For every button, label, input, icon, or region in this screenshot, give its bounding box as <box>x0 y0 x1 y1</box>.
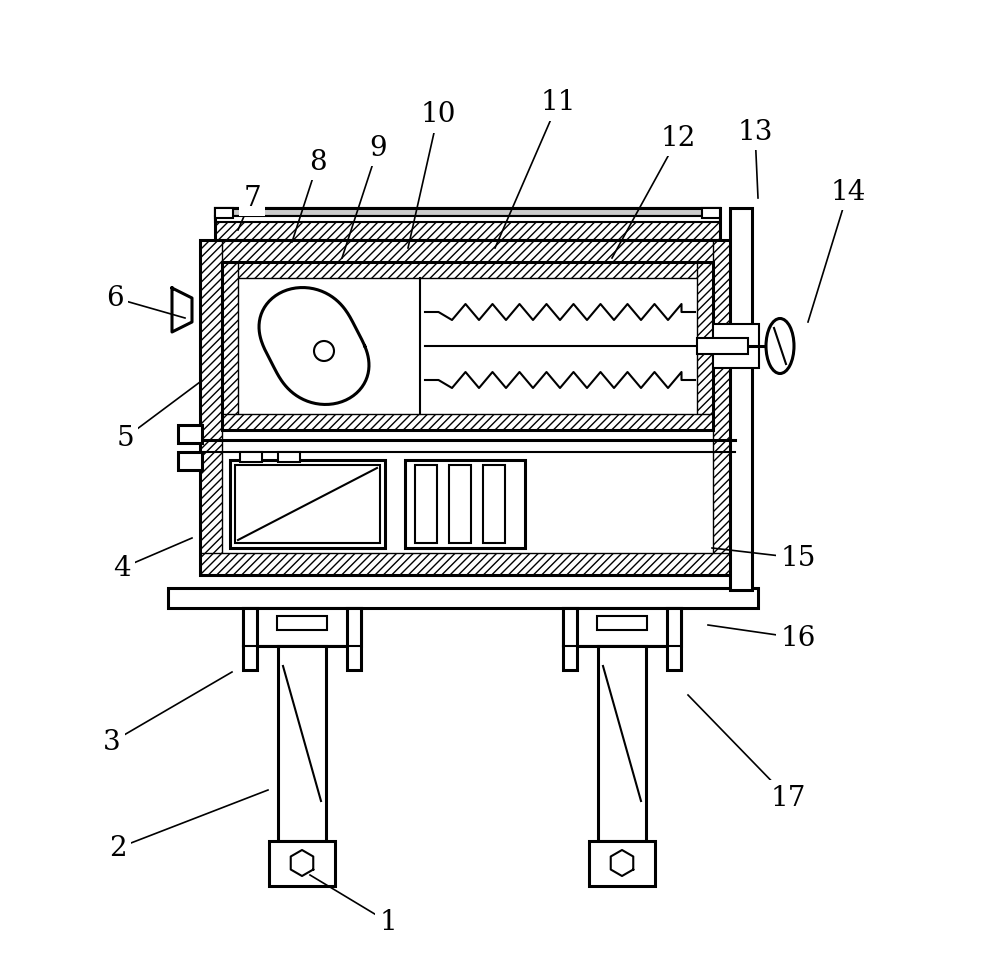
Polygon shape <box>172 288 192 332</box>
Bar <box>222 262 713 430</box>
Polygon shape <box>259 287 369 405</box>
Bar <box>215 208 720 216</box>
Bar <box>215 222 720 240</box>
Bar <box>222 262 713 278</box>
Bar <box>277 616 327 630</box>
Bar <box>405 460 525 548</box>
Bar <box>667 608 681 670</box>
Bar <box>168 588 758 608</box>
Bar <box>713 324 759 368</box>
Bar <box>215 216 720 222</box>
Text: 11: 11 <box>540 89 576 116</box>
Bar <box>240 452 262 462</box>
Bar <box>235 465 380 543</box>
Text: 3: 3 <box>103 728 121 755</box>
Bar <box>597 616 647 630</box>
Text: 2: 2 <box>109 834 127 861</box>
Text: 5: 5 <box>116 425 134 452</box>
Bar <box>200 240 222 575</box>
Text: 14: 14 <box>830 179 866 206</box>
Text: 17: 17 <box>770 784 806 811</box>
Text: 9: 9 <box>369 135 387 161</box>
Bar <box>415 465 437 543</box>
Bar <box>222 414 713 430</box>
Bar <box>347 608 361 670</box>
Bar <box>697 338 748 354</box>
Bar <box>200 240 735 262</box>
Bar <box>702 208 720 218</box>
Bar <box>200 553 735 575</box>
Bar <box>563 608 681 646</box>
Bar <box>278 452 300 462</box>
Text: 8: 8 <box>309 149 327 176</box>
Bar <box>178 452 202 470</box>
Text: 7: 7 <box>243 185 261 211</box>
Text: 1: 1 <box>379 908 397 935</box>
Bar <box>278 646 326 841</box>
Bar <box>243 608 361 646</box>
Bar <box>200 240 735 575</box>
Bar <box>222 262 238 430</box>
Bar <box>589 841 655 886</box>
Text: 6: 6 <box>106 284 124 311</box>
Bar <box>178 425 202 443</box>
Bar <box>243 608 257 670</box>
Bar <box>449 465 471 543</box>
Text: 4: 4 <box>113 554 131 581</box>
Text: 12: 12 <box>660 125 696 152</box>
Text: 16: 16 <box>780 625 816 652</box>
Bar <box>598 646 646 841</box>
Bar <box>269 841 335 886</box>
Bar <box>230 460 385 548</box>
Bar <box>563 608 577 670</box>
Bar <box>215 208 233 218</box>
Circle shape <box>314 341 334 361</box>
Bar <box>713 240 735 575</box>
Ellipse shape <box>766 318 794 374</box>
Bar <box>483 465 505 543</box>
Bar <box>215 208 720 240</box>
Text: 13: 13 <box>737 118 773 145</box>
Text: 10: 10 <box>420 102 456 129</box>
Text: 15: 15 <box>780 545 816 572</box>
Bar <box>697 262 713 430</box>
Bar <box>730 208 752 590</box>
